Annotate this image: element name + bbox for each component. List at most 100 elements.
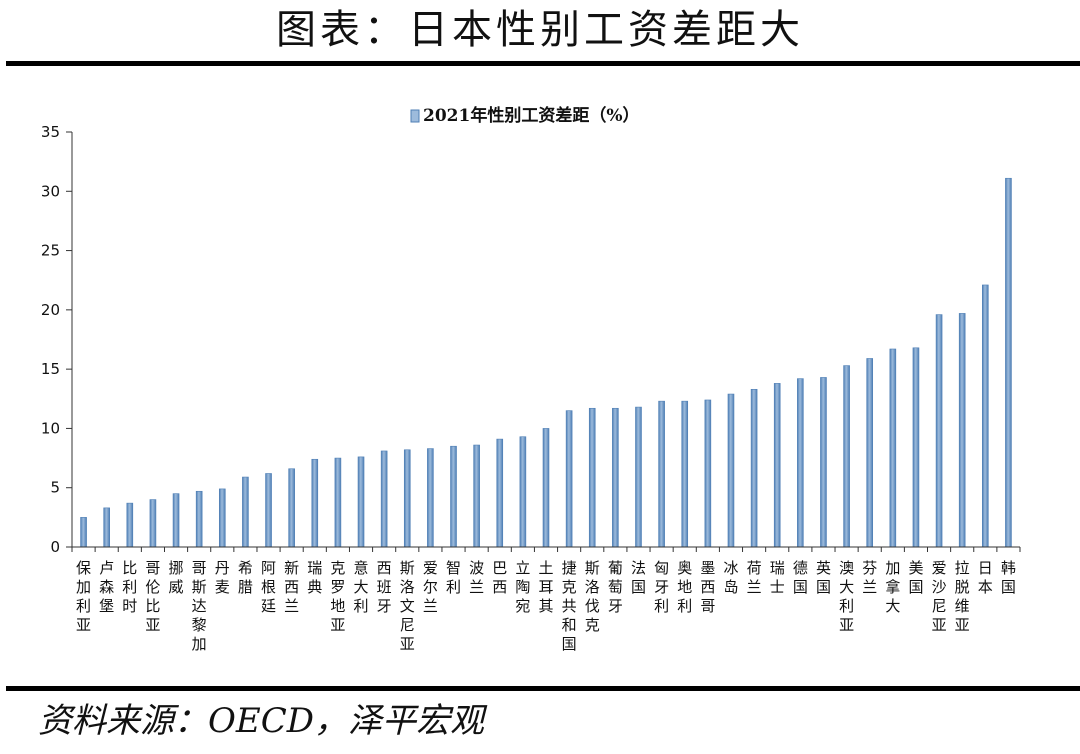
x-tick-label-char: 巴 bbox=[492, 559, 507, 577]
x-tick-label-char: 脱 bbox=[955, 578, 970, 596]
bar bbox=[103, 507, 110, 548]
x-tick-label-char: 保 bbox=[76, 559, 91, 577]
x-tick-label-char: 加 bbox=[76, 578, 91, 596]
bar bbox=[750, 388, 758, 548]
x-tick-label-char: 沙 bbox=[932, 578, 947, 596]
y-tick-label: 20 bbox=[41, 301, 60, 319]
x-tick-label-char: 麦 bbox=[215, 578, 230, 596]
bar bbox=[311, 458, 319, 548]
x-tick-label-char: 卢 bbox=[99, 559, 114, 577]
x-tick-label-char: 典 bbox=[307, 578, 322, 596]
x-tick-label: 意大利 bbox=[354, 559, 369, 615]
bar bbox=[380, 450, 388, 548]
x-tick-label-char: 本 bbox=[978, 578, 993, 596]
x-tick-label-char: 国 bbox=[793, 578, 808, 596]
x-tick-label-char: 大 bbox=[839, 578, 854, 596]
x-tick-label-char: 利 bbox=[76, 597, 91, 615]
bar bbox=[1005, 177, 1012, 548]
x-tick-label: 日本 bbox=[978, 559, 993, 596]
bar bbox=[519, 436, 527, 548]
bar bbox=[889, 348, 897, 548]
x-tick-label-char: 班 bbox=[377, 578, 392, 596]
bar bbox=[912, 347, 920, 548]
x-tick-label-char: 意 bbox=[354, 559, 369, 577]
bar bbox=[565, 410, 573, 548]
x-tick-label: 阿根廷 bbox=[261, 559, 276, 615]
x-tick-label-char: 希 bbox=[238, 559, 253, 577]
x-tick-label-char: 国 bbox=[631, 578, 646, 596]
y-tick-label: 10 bbox=[41, 419, 60, 437]
x-tick-label-char: 荷 bbox=[747, 559, 762, 577]
bar bbox=[357, 456, 365, 548]
bar bbox=[334, 457, 342, 548]
x-tick-label: 法国 bbox=[631, 559, 646, 596]
x-tick-label-char: 亚 bbox=[330, 616, 345, 634]
bar bbox=[172, 493, 180, 548]
x-tick-label-char: 利 bbox=[839, 597, 854, 615]
x-tick-label-char: 国 bbox=[1001, 578, 1016, 596]
x-tick-label-char: 瑞 bbox=[770, 559, 785, 577]
x-tick-label-char: 达 bbox=[192, 597, 207, 615]
x-axis: 保加利亚卢森堡比利时哥伦比亚挪威哥斯达黎加丹麦希腊阿根廷新西兰瑞典克罗地亚意大利… bbox=[71, 546, 1021, 653]
x-tick-label-char: 丹 bbox=[215, 559, 230, 577]
top-divider bbox=[6, 61, 1080, 66]
bar bbox=[588, 407, 596, 548]
x-tick-label-char: 拉 bbox=[955, 559, 970, 577]
x-tick-label-char: 西 bbox=[284, 578, 299, 596]
x-tick-label-char: 黎 bbox=[192, 616, 207, 634]
x-tick-label-char: 伦 bbox=[145, 578, 160, 596]
x-tick-label-char: 新 bbox=[284, 559, 299, 577]
x-tick-label-char: 克 bbox=[562, 578, 577, 596]
x-tick-label-char: 加 bbox=[885, 559, 900, 577]
x-tick-label: 挪威 bbox=[169, 559, 184, 596]
x-tick-label-char: 岛 bbox=[723, 578, 738, 596]
x-tick-label-char: 牙 bbox=[608, 597, 623, 615]
x-tick-label-char: 利 bbox=[354, 597, 369, 615]
bar bbox=[635, 406, 642, 548]
bar bbox=[427, 448, 434, 548]
bar bbox=[704, 399, 712, 548]
bar bbox=[542, 428, 550, 548]
x-tick-label-char: 哥 bbox=[192, 559, 207, 577]
x-tick-label-char: 加 bbox=[192, 635, 207, 653]
bar bbox=[820, 377, 827, 548]
x-tick-label-char: 哥 bbox=[145, 559, 160, 577]
x-tick-label-char: 时 bbox=[122, 597, 137, 615]
x-tick-label: 英国 bbox=[816, 559, 831, 596]
x-tick-label-char: 陶 bbox=[515, 578, 530, 596]
y-tick-label: 30 bbox=[41, 182, 60, 200]
x-tick-label-char: 和 bbox=[562, 616, 577, 634]
y-axis: 0 5 10 15 20 25 30 35 bbox=[41, 123, 73, 556]
y-tick-label: 25 bbox=[41, 242, 60, 260]
x-tick-label: 瑞典 bbox=[307, 559, 322, 596]
x-tick-label-char: 挪 bbox=[169, 559, 184, 577]
x-tick-label: 丹麦 bbox=[215, 559, 230, 596]
x-tick-label-char: 斯 bbox=[400, 559, 415, 577]
bar bbox=[982, 284, 989, 548]
x-tick-label-char: 日 bbox=[978, 559, 993, 577]
x-tick-label-char: 尼 bbox=[400, 616, 415, 634]
bar bbox=[473, 444, 480, 548]
x-tick-label-char: 哥 bbox=[700, 597, 715, 615]
x-tick-label-char: 尼 bbox=[932, 597, 947, 615]
x-tick-label: 瑞士 bbox=[770, 559, 785, 596]
x-tick-label-char: 大 bbox=[354, 578, 369, 596]
x-tick-label: 加拿大 bbox=[885, 559, 900, 615]
x-tick-label-char: 洛 bbox=[400, 578, 415, 596]
x-tick-label-char: 美 bbox=[908, 559, 923, 577]
x-tick-label-char: 英 bbox=[816, 559, 831, 577]
x-tick-label: 波兰 bbox=[469, 559, 484, 596]
x-tick-label-char: 宛 bbox=[515, 597, 530, 615]
x-tick-label-char: 地 bbox=[677, 578, 692, 596]
bar bbox=[773, 383, 781, 548]
x-tick-label-char: 比 bbox=[122, 559, 137, 577]
x-tick-label-char: 文 bbox=[400, 597, 415, 615]
x-tick-label: 荷兰 bbox=[747, 559, 762, 596]
bar bbox=[658, 400, 665, 548]
